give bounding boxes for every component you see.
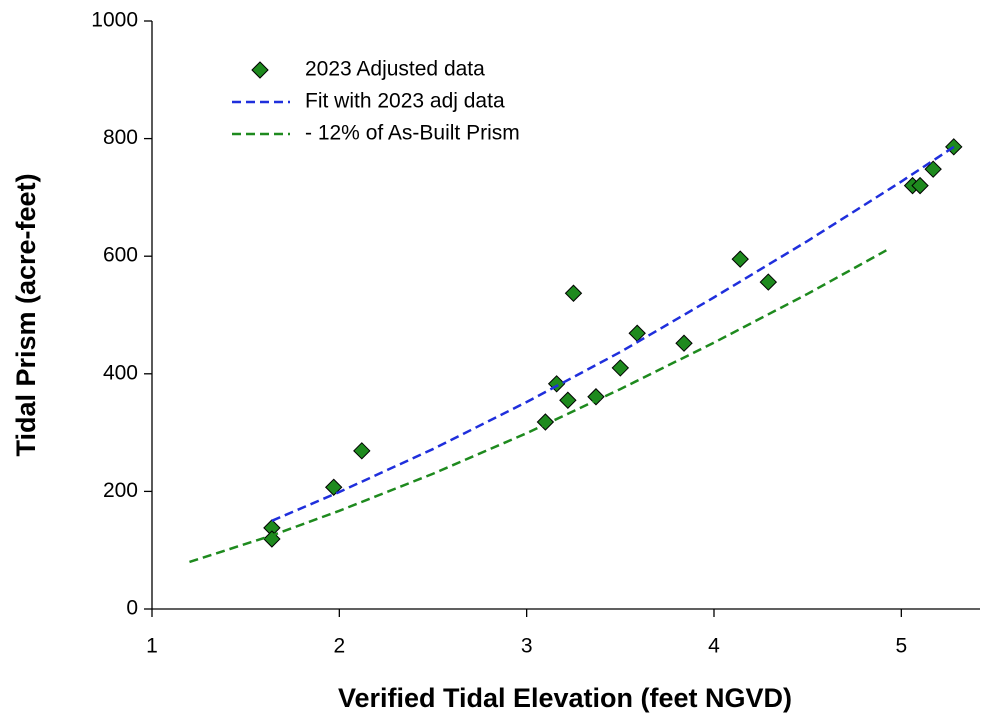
x-tick-label: 4	[708, 635, 720, 658]
x-tick-label: 1	[146, 635, 158, 658]
data-point	[675, 334, 693, 352]
x-tick-label: 3	[521, 635, 533, 658]
data-point	[547, 375, 566, 393]
data-point	[536, 413, 555, 431]
data-point	[924, 160, 942, 178]
y-tick-label: 600	[103, 244, 138, 267]
y-axis-title: Tidal Prism (acre-feet)	[11, 173, 41, 456]
legend-marker	[251, 61, 269, 79]
x-tick-label: 2	[333, 635, 345, 658]
y-tick-label: 400	[103, 361, 138, 384]
y-tick-label: 200	[103, 479, 138, 502]
x-tick-label: 5	[895, 635, 907, 658]
fit-line	[189, 249, 887, 564]
y-tick-label: 1000	[91, 9, 138, 32]
data-point	[911, 176, 929, 195]
data-point	[611, 359, 630, 377]
y-tick-label: 0	[126, 597, 138, 620]
legend-label: - 12% of As-Built Prism	[305, 122, 520, 145]
data-point	[353, 442, 371, 460]
x-axis-title: Verified Tidal Elevation (feet NGVD)	[338, 683, 792, 713]
data-point	[759, 273, 778, 291]
data-point	[325, 478, 343, 496]
legend-label: Fit with 2023 adj data	[305, 90, 505, 113]
data-point	[559, 391, 577, 409]
data-point	[731, 250, 749, 268]
data-point	[587, 388, 605, 406]
fit-line	[271, 143, 959, 522]
legend-label: 2023 Adjusted data	[305, 58, 485, 81]
data-point	[564, 284, 583, 302]
y-tick-label: 800	[103, 126, 138, 149]
